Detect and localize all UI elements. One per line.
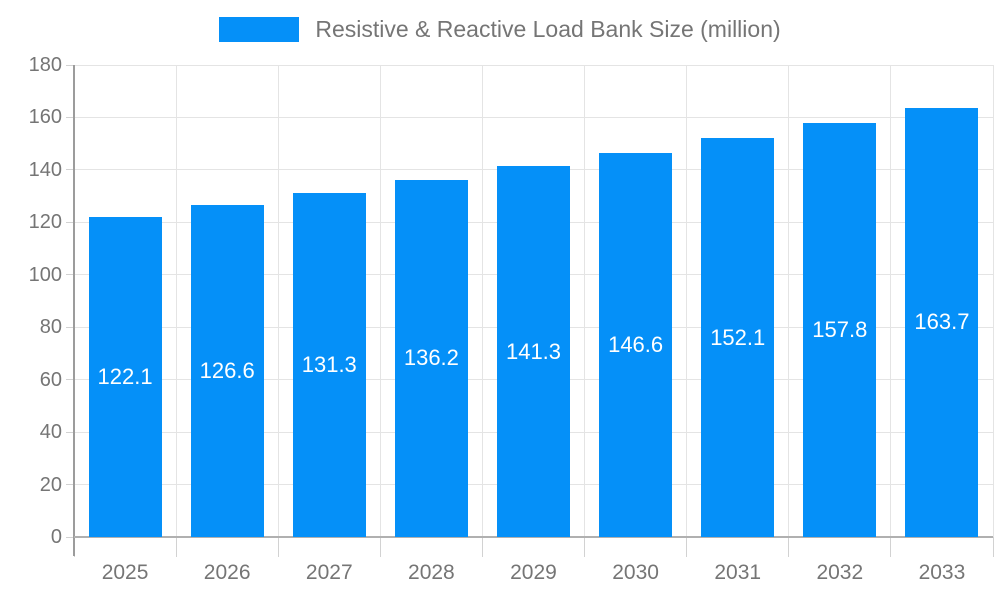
y-axis-tick-label: 100 [28, 263, 62, 286]
bar-2032: 157.8 [803, 123, 877, 537]
legend-color-swatch [219, 17, 300, 42]
x-axis-category-label: 2029 [510, 561, 557, 584]
bar-2030: 146.6 [599, 152, 673, 537]
bar-2031: 152.1 [701, 138, 775, 537]
bar-value-label: 131.3 [301, 351, 357, 377]
bar-value-label: 122.1 [97, 363, 153, 389]
bar-2033: 163.7 [905, 107, 979, 537]
y-axis-tick [66, 169, 74, 171]
bar-2029: 141.3 [497, 166, 570, 537]
y-axis-tick-label: 0 [50, 526, 62, 548]
bar-2026: 126.6 [190, 205, 264, 537]
bar-value-label: 152.1 [710, 324, 766, 350]
legend-label: Resistive & Reactive Load Bank Size (mil… [315, 16, 781, 42]
y-axis-tick [66, 484, 74, 486]
bar-value-label: 141.3 [505, 338, 562, 364]
y-axis-tick [66, 221, 74, 223]
y-axis-tick [66, 379, 74, 381]
bar-2027: 131.3 [292, 192, 366, 537]
x-axis-category-label: 2027 [305, 561, 353, 584]
gridline-vertical [686, 65, 688, 537]
gridline-horizontal [74, 64, 993, 66]
x-axis-category-label: 2030 [612, 561, 659, 584]
bar-value-label: 163.7 [914, 309, 970, 335]
y-axis-tick [66, 116, 74, 118]
y-axis-tick [66, 536, 74, 538]
gridline-vertical [890, 65, 892, 537]
x-axis-tick [481, 537, 483, 557]
y-axis-tick [66, 326, 74, 328]
y-axis-tick [66, 431, 74, 433]
x-axis-category-label: 2033 [918, 561, 966, 584]
x-axis-tick [584, 537, 586, 557]
y-axis-tick-label: 60 [39, 368, 62, 391]
y-axis-line [73, 65, 75, 556]
gridline-vertical [277, 65, 279, 537]
bar-value-label: 136.2 [403, 345, 459, 371]
y-axis-tick-label: 160 [28, 106, 62, 129]
x-axis-tick [788, 537, 790, 557]
y-axis-tick-label: 40 [39, 421, 62, 444]
x-axis-category-label: 2032 [816, 561, 864, 584]
gridline-vertical [584, 65, 586, 537]
x-axis-category-label: 2028 [408, 561, 455, 584]
gridline-horizontal [74, 116, 993, 118]
y-axis-tick [66, 64, 74, 66]
y-axis-tick-label: 140 [28, 158, 62, 181]
x-axis-line [74, 536, 993, 538]
bar-value-label: 157.8 [812, 317, 868, 343]
y-axis-tick-label: 80 [39, 316, 62, 339]
x-axis-tick [686, 537, 688, 557]
x-axis-tick [890, 537, 892, 557]
x-axis-tick [992, 537, 994, 557]
x-axis-category-label: 2026 [203, 561, 251, 584]
y-axis-tick-label: 20 [39, 473, 62, 496]
x-axis-tick [379, 537, 381, 557]
legend: Resistive & Reactive Load Bank Size (mil… [0, 17, 1000, 42]
gridline-vertical [481, 65, 483, 537]
bar-2025: 122.1 [88, 216, 162, 537]
y-axis-tick-label: 180 [28, 54, 62, 76]
bar-2028: 136.2 [394, 179, 468, 537]
y-axis-tick [66, 274, 74, 276]
gridline-vertical [379, 65, 381, 537]
x-axis-tick [175, 537, 177, 557]
x-axis-tick [277, 537, 279, 557]
y-axis-tick-label: 120 [28, 211, 62, 234]
gridline-vertical [175, 65, 177, 537]
x-axis-category-label: 2025 [101, 561, 149, 584]
gridline-vertical [992, 65, 994, 537]
bar-value-label: 126.6 [199, 358, 255, 383]
gridline-vertical [788, 65, 790, 537]
bar-value-label: 146.6 [608, 331, 664, 357]
x-axis-category-label: 2031 [714, 561, 762, 584]
